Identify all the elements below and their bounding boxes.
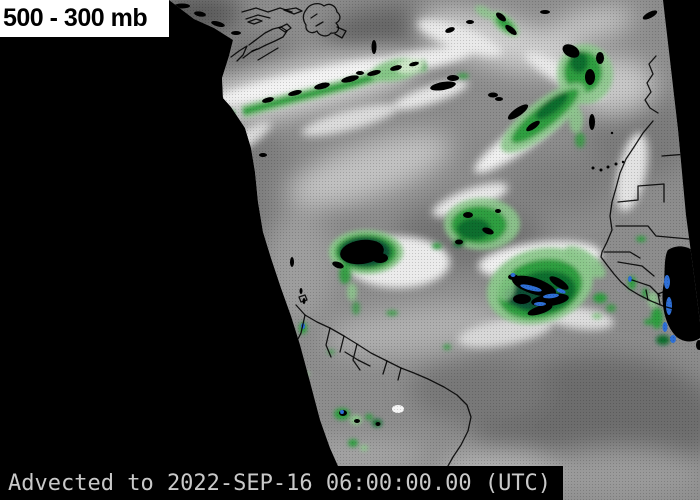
coastlines — [230, 3, 700, 467]
pressure-layer-label: 500 - 300 mb — [0, 0, 169, 37]
timestamp-caption-bar: Advected to 2022-SEP-16 06:00:00.00 (UTC… — [0, 466, 563, 500]
pressure-layer-label-text: 500 - 300 mb — [3, 4, 148, 32]
timestamp-caption-text: Advected to 2022-SEP-16 06:00:00.00 (UTC… — [8, 470, 552, 496]
